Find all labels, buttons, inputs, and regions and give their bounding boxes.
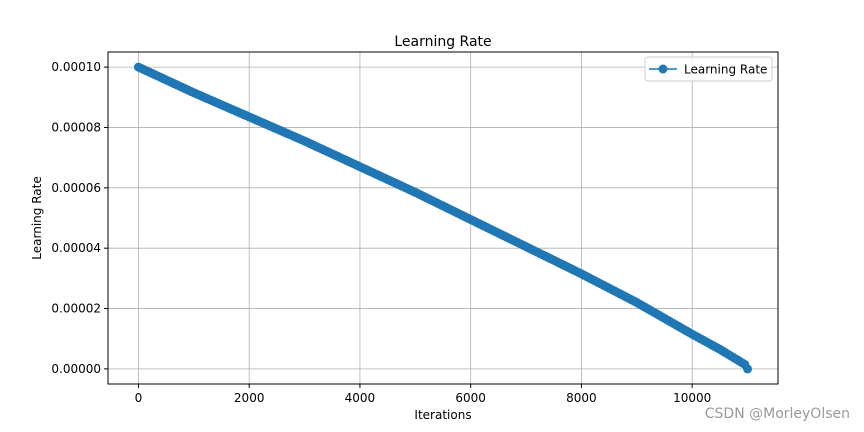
y-tick-label: 0.00006	[51, 181, 101, 195]
x-tick-label: 4000	[345, 391, 376, 405]
x-tick-label: 6000	[455, 391, 486, 405]
watermark: CSDN @MorleyOlsen	[704, 406, 850, 422]
y-tick-label: 0.00004	[51, 241, 101, 255]
y-axis-label: Learning Rate	[30, 176, 44, 259]
y-tick-label: 0.00000	[51, 362, 101, 376]
axis-ticks: 0 2000 4000 6000 8000 10000 0.00000 0.00002 0.00…	[51, 60, 711, 405]
y-tick-label: 0.00008	[51, 120, 101, 134]
legend: Learning Rate	[644, 56, 773, 82]
series-layer	[133, 62, 753, 374]
data-point	[743, 364, 753, 374]
x-tick-label: 0	[135, 391, 143, 405]
x-tick-label: 8000	[566, 391, 597, 405]
grid-lines	[108, 52, 778, 384]
chart-title: Learning Rate	[394, 34, 491, 50]
x-axis-label: Iterations	[414, 408, 471, 422]
y-tick-label: 0.00010	[51, 60, 101, 74]
y-tick-label: 0.00002	[51, 302, 101, 316]
x-tick-label: 2000	[234, 391, 265, 405]
plot-area-frame	[107, 51, 779, 385]
legend-box	[644, 56, 773, 82]
x-tick-label: 10000	[673, 391, 711, 405]
legend-marker-swatch	[658, 64, 668, 74]
legend-entry-label: Learning Rate	[684, 63, 767, 77]
